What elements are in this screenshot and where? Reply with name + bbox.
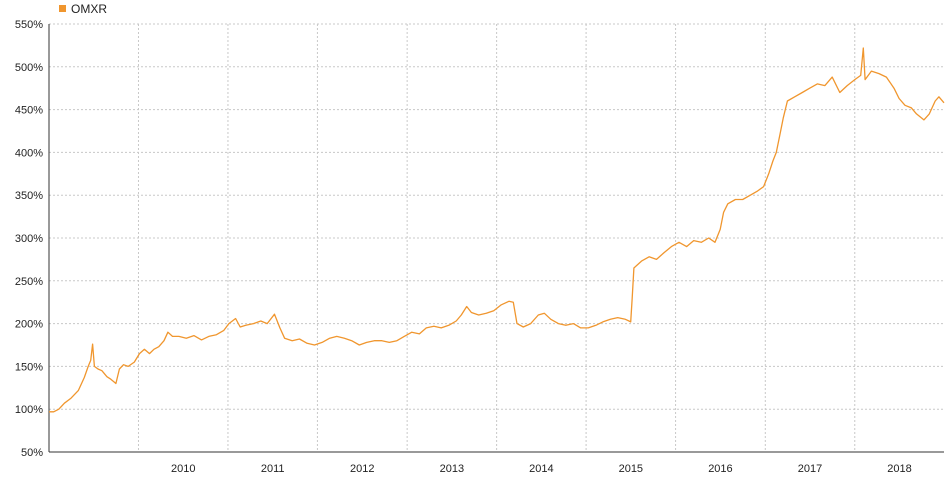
y-tick-label: 350%: [15, 190, 43, 202]
y-tick-label: 550%: [15, 19, 43, 31]
y-tick-label: 50%: [21, 447, 43, 459]
x-tick-label: 2013: [440, 463, 464, 475]
series-line-omxr: [49, 47, 945, 413]
x-tick-label: 2010: [171, 463, 195, 475]
y-tick-label: 450%: [15, 105, 43, 117]
y-tick-label: 200%: [15, 319, 43, 331]
y-tick-label: 400%: [15, 147, 43, 159]
y-tick-labels: 50% 100% 150% 200% 250% 300% 350% 400% 450% 500% 5…: [15, 19, 43, 459]
x-tick-label: 2015: [619, 463, 643, 475]
legend-label-omxr: OMXR: [71, 2, 107, 16]
legend: OMXR: [59, 2, 107, 16]
x-tick-label: 2016: [708, 463, 732, 475]
y-tick-label: 150%: [15, 361, 43, 373]
y-tick-label: 300%: [15, 233, 43, 245]
y-tick-label: 100%: [15, 404, 43, 416]
legend-swatch-omxr: [59, 5, 66, 12]
x-tick-label: 2018: [887, 463, 911, 475]
x-tick-label: 2017: [798, 463, 822, 475]
x-tick-label: 2014: [529, 463, 553, 475]
x-tick-labels: 2010 2011 2012 2013 2014 2015 2016 2017 2018: [171, 463, 912, 475]
grid-lines: [49, 23, 944, 452]
x-tick-label: 2012: [350, 463, 374, 475]
x-tick-label: 2011: [261, 463, 285, 475]
y-tick-label: 500%: [15, 62, 43, 74]
axes: [48, 24, 944, 453]
y-tick-label: 250%: [15, 276, 43, 288]
